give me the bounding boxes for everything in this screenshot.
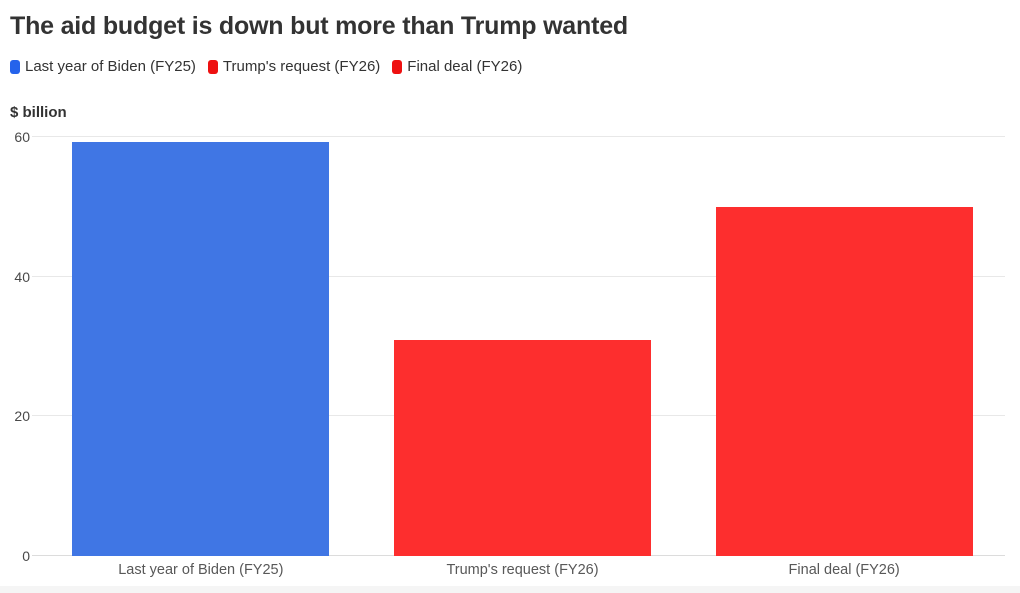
legend-swatch-icon [392, 59, 403, 74]
plot-area: 0 20 40 60 [14, 129, 1005, 564]
x-tick-label-1: Trump's request (FY26) [446, 562, 599, 578]
legend-item-label: Trump's request (FY26) [222, 58, 381, 75]
y-tick-label-60: 60 [14, 129, 30, 145]
chart-title: The aid budget is down but more than Tru… [10, 12, 628, 40]
bar-0 [72, 141, 330, 556]
y-tick-label-40: 40 [14, 268, 30, 285]
y-tick-label-20: 20 [14, 408, 30, 425]
y-tick-label-0: 0 [22, 548, 30, 564]
gridline-40 [32, 275, 1005, 277]
legend-item-label: Last year of Biden (FY25) [25, 58, 196, 75]
x-tick-label-2: Final deal (FY26) [788, 562, 900, 578]
y-axis-unit-label: $ billion [10, 104, 67, 121]
x-axis-labels: Last year of Biden (FY25) Trump's request… [40, 562, 1005, 584]
legend-swatch-icon [10, 59, 20, 74]
bar-1 [393, 339, 652, 556]
legend-item-2: Final deal (FY26) [392, 58, 522, 75]
legend-item-0: Last year of Biden (FY25) [10, 58, 196, 75]
footer-band [0, 586, 1020, 593]
legend-swatch-icon [207, 59, 218, 74]
legend-item-1: Trump's request (FY26) [207, 58, 381, 75]
legend: Last year of Biden (FY25) Trump's request… [10, 58, 522, 75]
bar-2 [715, 206, 973, 556]
legend-item-label: Final deal (FY26) [407, 58, 523, 75]
x-tick-label-0: Last year of Biden (FY25) [118, 562, 284, 578]
gridline-60 [32, 136, 1005, 137]
